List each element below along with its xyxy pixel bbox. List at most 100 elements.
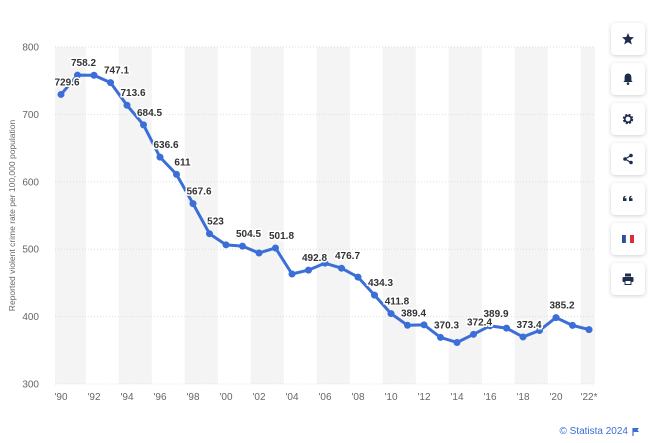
background-band	[250, 47, 284, 384]
x-tick-label: '06	[318, 392, 331, 403]
data-point	[437, 333, 444, 341]
data-label: 411.8	[385, 297, 410, 308]
data-point	[453, 338, 461, 346]
data-label: 492.8	[302, 253, 327, 264]
print-icon	[622, 273, 634, 285]
data-label: 611	[174, 157, 191, 168]
data-point	[420, 321, 428, 329]
data-point	[189, 200, 197, 208]
data-point	[371, 291, 378, 299]
x-tick-label: '94	[120, 392, 133, 403]
data-label: 434.3	[368, 278, 393, 289]
data-point	[569, 321, 576, 329]
flag-icon	[632, 428, 639, 436]
data-point	[486, 322, 494, 330]
chart-toolbar	[611, 23, 647, 303]
share-icon	[623, 153, 633, 165]
x-tick-label: '02	[252, 392, 265, 403]
french-flag-icon	[622, 234, 634, 244]
data-label: 370.3	[434, 320, 459, 331]
x-tick-label: '96	[153, 392, 166, 403]
share-button[interactable]	[611, 143, 645, 175]
data-label: 504.5	[236, 229, 261, 240]
background-band	[184, 47, 218, 384]
data-label: 523	[207, 217, 224, 228]
data-point	[552, 314, 560, 322]
bell-icon	[623, 73, 633, 85]
data-label: 729.6	[54, 77, 79, 88]
data-label: 476.7	[335, 251, 360, 262]
data-point	[321, 259, 329, 267]
data-label: 372.4	[467, 317, 492, 328]
credit-text: © Statista 2024	[559, 426, 628, 437]
x-tick-label: '18	[516, 392, 529, 403]
background-band	[448, 47, 482, 384]
data-point	[57, 90, 65, 98]
x-tick-label: '20	[549, 392, 562, 403]
data-point	[107, 79, 114, 87]
data-point	[470, 330, 477, 338]
data-point	[404, 321, 411, 329]
data-point	[255, 249, 263, 257]
notification-button[interactable]	[611, 63, 645, 95]
data-label: 389.9	[483, 309, 508, 320]
data-point	[503, 324, 510, 332]
data-label: 567.6	[186, 187, 211, 198]
data-point	[222, 241, 230, 249]
x-tick-label: '98	[186, 392, 199, 403]
x-tick-label: '90	[54, 392, 67, 403]
data-label: 501.8	[269, 231, 294, 242]
favorite-button[interactable]	[611, 23, 645, 55]
data-point	[585, 326, 593, 334]
y-tick-label: 600	[22, 177, 39, 188]
data-label: 713.6	[120, 88, 145, 99]
x-tick-label: '04	[285, 392, 298, 403]
data-label: 389.4	[401, 308, 426, 319]
language-button[interactable]	[611, 223, 645, 255]
data-label: 758.2	[71, 58, 96, 69]
background-band	[580, 47, 595, 384]
gear-icon	[622, 113, 634, 125]
statista-credit[interactable]: © Statista 2024	[559, 426, 640, 437]
data-point	[338, 264, 345, 272]
background-band	[382, 47, 416, 384]
y-tick-label: 300	[22, 380, 39, 391]
data-point	[288, 270, 296, 278]
data-point	[519, 333, 527, 341]
print-button[interactable]	[611, 263, 645, 295]
y-tick-label: 800	[22, 43, 39, 54]
x-tick-label: '00	[219, 392, 232, 403]
data-point	[90, 71, 98, 79]
background-band	[55, 47, 86, 384]
y-axis-title: Reported violent crime rate per 100,000 …	[7, 120, 17, 312]
x-tick-label: '08	[351, 392, 364, 403]
x-tick-label: '10	[384, 392, 397, 403]
data-point	[272, 244, 279, 252]
background-band	[316, 47, 350, 384]
data-label: 373.4	[516, 320, 541, 331]
star-icon	[622, 33, 634, 45]
data-point	[354, 273, 362, 281]
data-point	[156, 153, 164, 161]
data-point	[305, 266, 312, 274]
data-label: 684.5	[137, 108, 162, 119]
data-point	[140, 121, 147, 129]
data-point	[173, 170, 180, 178]
data-point	[123, 101, 131, 109]
settings-button[interactable]	[611, 103, 645, 135]
cite-button[interactable]	[611, 183, 645, 215]
data-point	[206, 230, 213, 238]
data-label: 636.6	[153, 140, 178, 151]
data-label: 385.2	[549, 301, 574, 312]
data-point	[239, 242, 246, 250]
y-tick-label: 400	[22, 312, 39, 323]
x-tick-label: '14	[450, 392, 463, 403]
x-tick-label: '22*	[581, 392, 598, 403]
y-tick-label: 500	[22, 245, 39, 256]
data-point	[74, 71, 81, 79]
data-label: 747.1	[104, 66, 129, 77]
x-tick-label: '92	[87, 392, 100, 403]
quote-icon	[623, 195, 633, 201]
data-point	[536, 326, 543, 334]
